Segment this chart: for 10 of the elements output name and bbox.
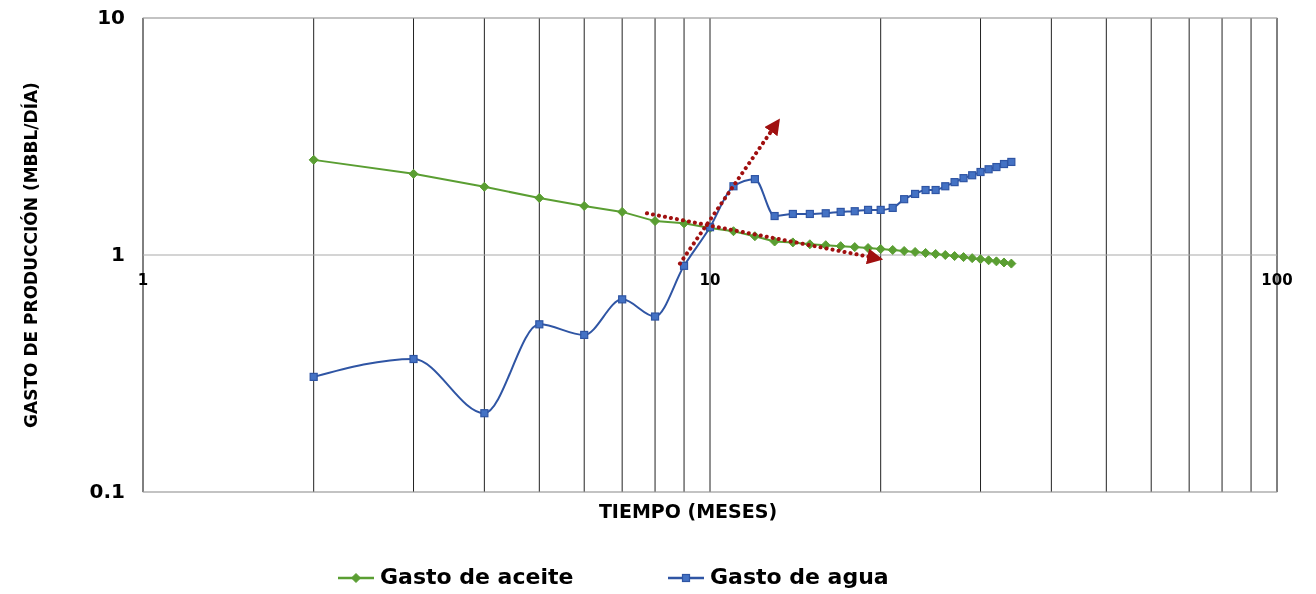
y-tick-label: 0.1	[89, 478, 125, 503]
legend-label: Gasto de agua	[710, 564, 889, 589]
y-tick-label: 1	[111, 241, 125, 266]
x-axis-title: TIEMPO (MESES)	[598, 500, 778, 522]
x-tick-label: 100	[1261, 271, 1293, 289]
y-axis-title: GASTO DE PRODUCCIÓN (MBBL/DÍA)	[20, 82, 41, 428]
y-tick-label: 10	[97, 4, 125, 29]
x-tick-label: 10	[699, 271, 721, 289]
legend-label: Gasto de aceite	[380, 564, 574, 589]
x-tick-label: 1	[137, 271, 149, 289]
